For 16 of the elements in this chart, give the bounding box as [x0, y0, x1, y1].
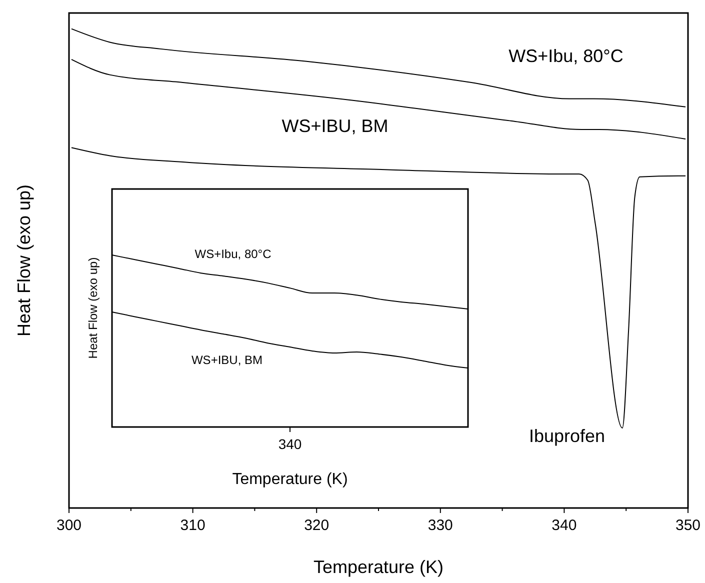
series-label: WS+Ibu, 80°C	[194, 247, 272, 261]
annotation: 340	[278, 436, 302, 452]
series-label: WS+IBU, BM	[282, 116, 388, 136]
x-axis-title: Temperature (K)	[232, 471, 348, 488]
x-tick-label: 350	[675, 517, 701, 534]
series-label: WS+IBU, BM	[191, 353, 263, 367]
y-axis-title: Heat Flow (exo up)	[14, 184, 34, 337]
x-tick-label: 340	[552, 517, 577, 534]
series-label: WS+Ibu, 80°C	[508, 46, 624, 66]
x-tick-label: 310	[180, 517, 206, 534]
x-tick-label: 300	[56, 517, 82, 534]
x-axis-title: Temperature (K)	[313, 557, 444, 577]
x-tick-label: 330	[428, 517, 453, 534]
x-tick-label: 320	[304, 517, 330, 534]
series-label: Ibuprofen	[528, 426, 606, 446]
y-axis-title: Heat Flow (exo up)	[86, 257, 100, 359]
